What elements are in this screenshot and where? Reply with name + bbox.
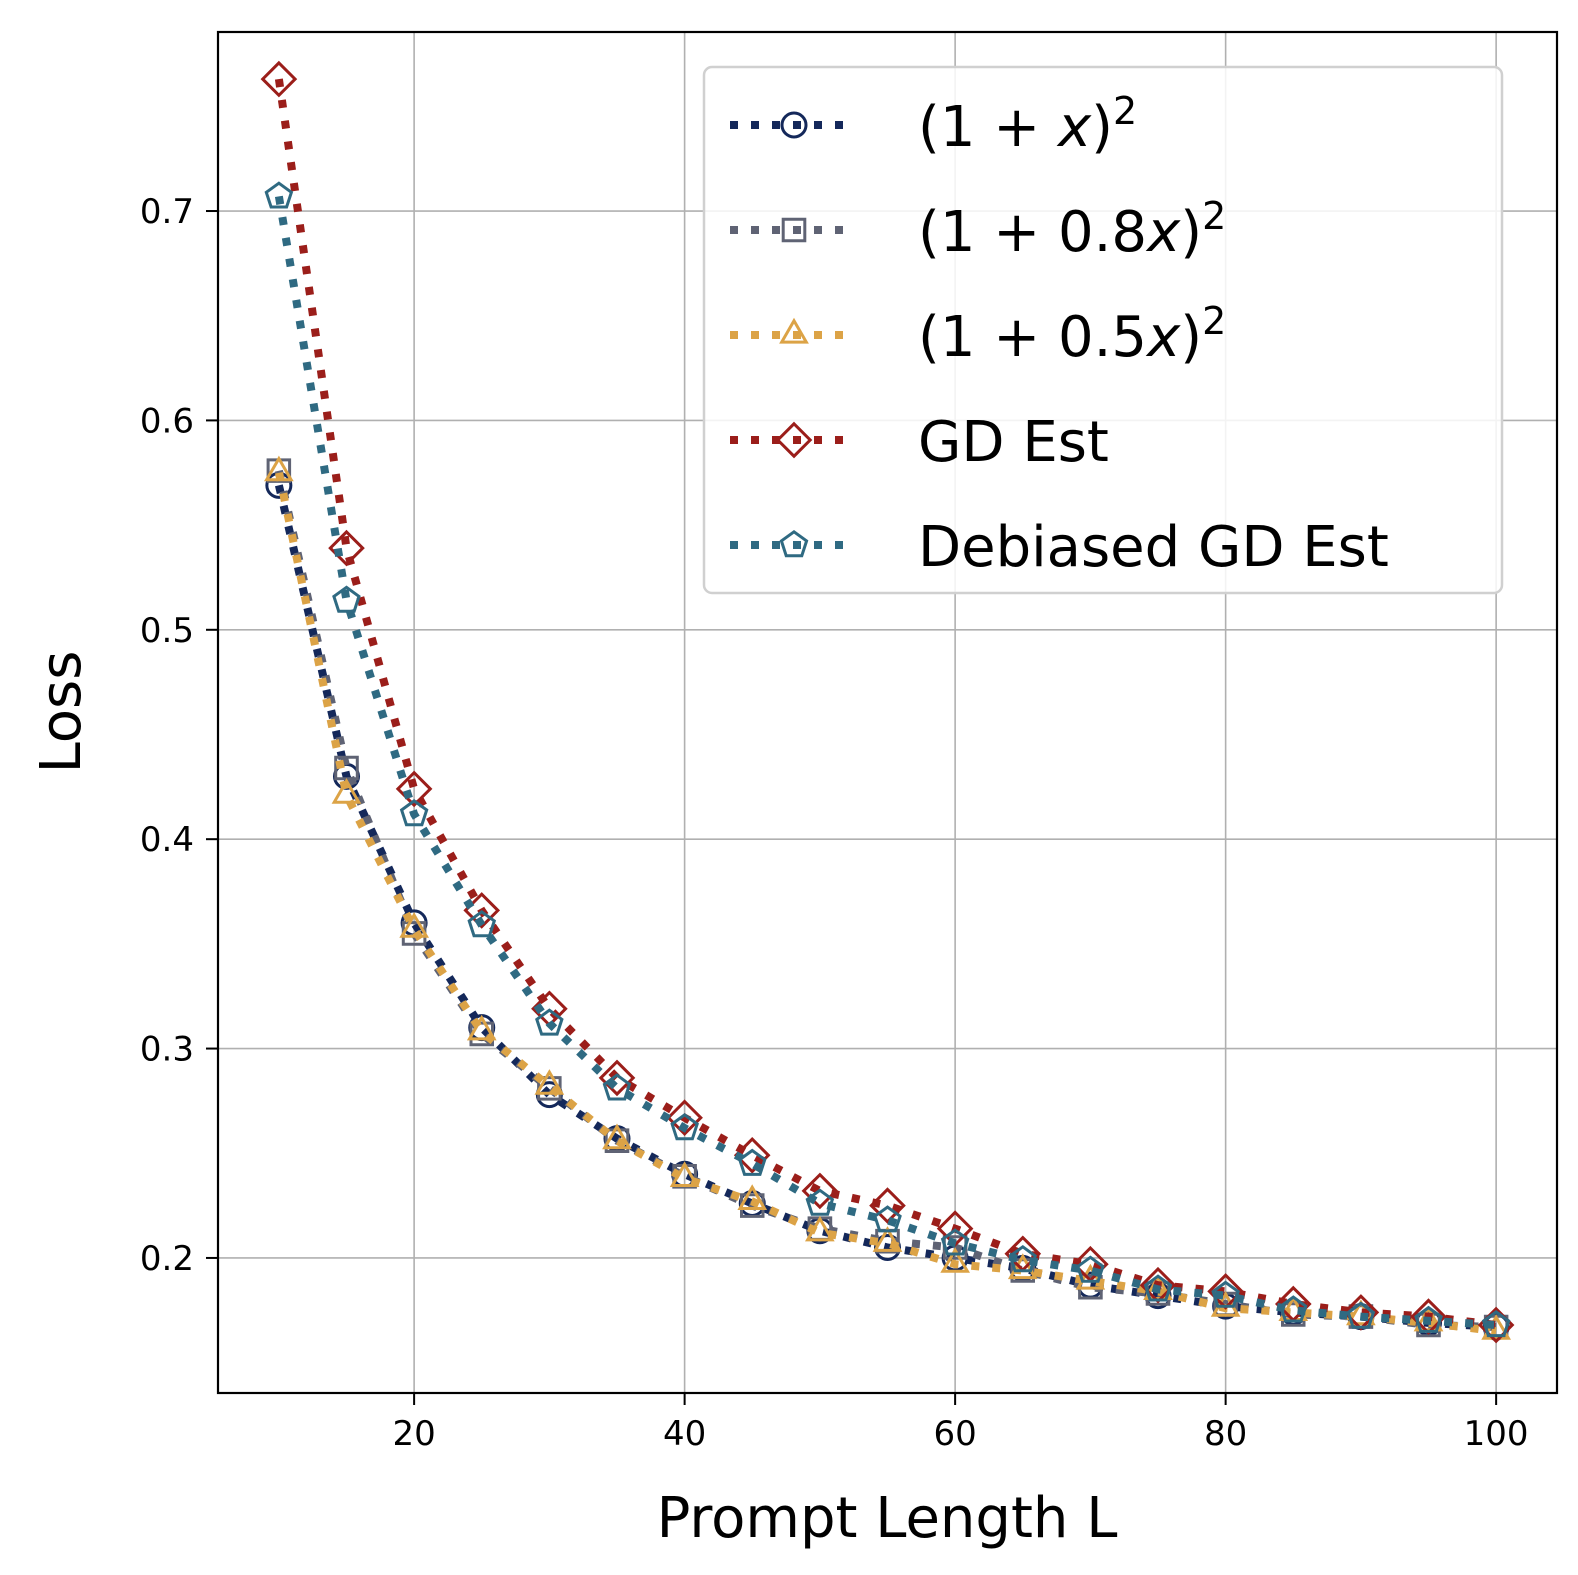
series-line: [274, 195, 1497, 1329]
data-point-triangle: [602, 1123, 632, 1150]
data-point-pentagon: [1143, 1274, 1173, 1302]
legend-label: GD Est: [918, 410, 1109, 475]
data-point-pentagon: [1008, 1244, 1038, 1273]
data-point-square: [334, 755, 359, 781]
data-point-diamond: [598, 1059, 636, 1097]
data-point-triangle: [466, 1014, 497, 1041]
legend-swatch-marker: [775, 421, 813, 459]
plot-frame: [216, 30, 1559, 1395]
data-point-pentagon: [1481, 1309, 1511, 1338]
data-point-triangle: [737, 1184, 768, 1210]
data-point-diamond: [395, 770, 433, 808]
y-tick-label: 0.2: [140, 1239, 194, 1279]
data-point-triangle: [804, 1215, 835, 1242]
data-point-square: [266, 458, 292, 483]
legend-swatch-marker: [780, 111, 808, 139]
data-point-square: [401, 921, 427, 946]
data-point-triangle: [534, 1069, 565, 1095]
x-tick-label: 100: [1464, 1414, 1529, 1454]
data-point-triangle: [399, 912, 430, 938]
data-point-square: [672, 1164, 697, 1189]
legend-swatch-marker: [779, 529, 809, 558]
series-Debiased GD Est: [264, 181, 1511, 1338]
data-point-pentagon: [940, 1228, 970, 1256]
data-point-pentagon: [1414, 1305, 1443, 1333]
data-point-square: [875, 1228, 900, 1254]
data-point-diamond: [801, 1172, 839, 1210]
legend-label: Debiased GD Est: [918, 515, 1389, 580]
series-line: [275, 484, 1497, 1331]
series-layer: [260, 60, 1515, 1344]
data-point-triangle: [1210, 1290, 1241, 1317]
y-tick-label: 0.4: [140, 820, 194, 860]
x-tick-label: 80: [1204, 1414, 1247, 1454]
axis-ticks: 20 40 60 80 100 0.2 0.3 0.4 0.5 0.6 0.7: [140, 192, 1529, 1454]
data-point-pentagon: [535, 1008, 564, 1036]
data-point-pentagon: [805, 1188, 835, 1216]
data-point-triangle: [940, 1247, 971, 1273]
legend: (1 + x)2 (1 + 0.8x)2 (1 + 0.5x)2 GD Est Debi…: [702, 65, 1504, 595]
data-point-pentagon: [1278, 1295, 1308, 1323]
data-point-triangle: [669, 1161, 700, 1187]
data-point-pentagon: [264, 181, 294, 209]
legend-label: (1 + 0.8x)2: [918, 194, 1226, 265]
y-tick-label: 0.5: [140, 611, 194, 651]
data-point-pentagon: [1211, 1280, 1240, 1308]
data-point-triangle: [263, 455, 294, 482]
data-point-diamond: [666, 1099, 703, 1137]
data-point-pentagon: [1076, 1255, 1105, 1283]
data-point-triangle: [331, 778, 362, 804]
data-point-pentagon: [467, 909, 497, 938]
data-point-triangle: [1075, 1263, 1106, 1290]
data-point-triangle: [872, 1226, 903, 1252]
x-tick-label: 60: [933, 1414, 976, 1454]
data-point-pentagon: [602, 1073, 632, 1101]
x-axis-title: Prompt Length L: [657, 1486, 1118, 1551]
legend-box: [702, 65, 1504, 595]
x-tick-label: 20: [392, 1414, 435, 1454]
data-point-pentagon: [1346, 1301, 1376, 1329]
data-point-pentagon: [670, 1113, 699, 1141]
y-tick-label: 0.6: [140, 401, 194, 441]
series-(1+0.5x)^2: [263, 455, 1512, 1340]
data-point-diamond: [328, 529, 365, 567]
y-tick-label: 0.3: [140, 1030, 194, 1070]
legend-label: (1 + x)2: [918, 89, 1137, 160]
y-axis-title: Loss: [29, 651, 94, 774]
x-tick-label: 40: [663, 1414, 706, 1454]
legend-label: (1 + 0.5x)2: [918, 299, 1226, 370]
legend-swatch-marker: [779, 317, 809, 344]
data-point-square: [740, 1193, 765, 1218]
data-point-pentagon: [399, 799, 429, 827]
data-point-pentagon: [332, 585, 361, 613]
data-point-diamond: [260, 60, 298, 98]
data-point-square: [469, 1021, 494, 1047]
legend-swatch-marker: [781, 217, 807, 243]
y-tick-label: 0.7: [140, 192, 194, 232]
data-point-triangle: [1007, 1253, 1038, 1280]
data-point-diamond: [869, 1187, 906, 1224]
data-point-pentagon: [737, 1148, 767, 1176]
data-point-pentagon: [873, 1205, 902, 1233]
data-point-diamond: [733, 1136, 771, 1174]
